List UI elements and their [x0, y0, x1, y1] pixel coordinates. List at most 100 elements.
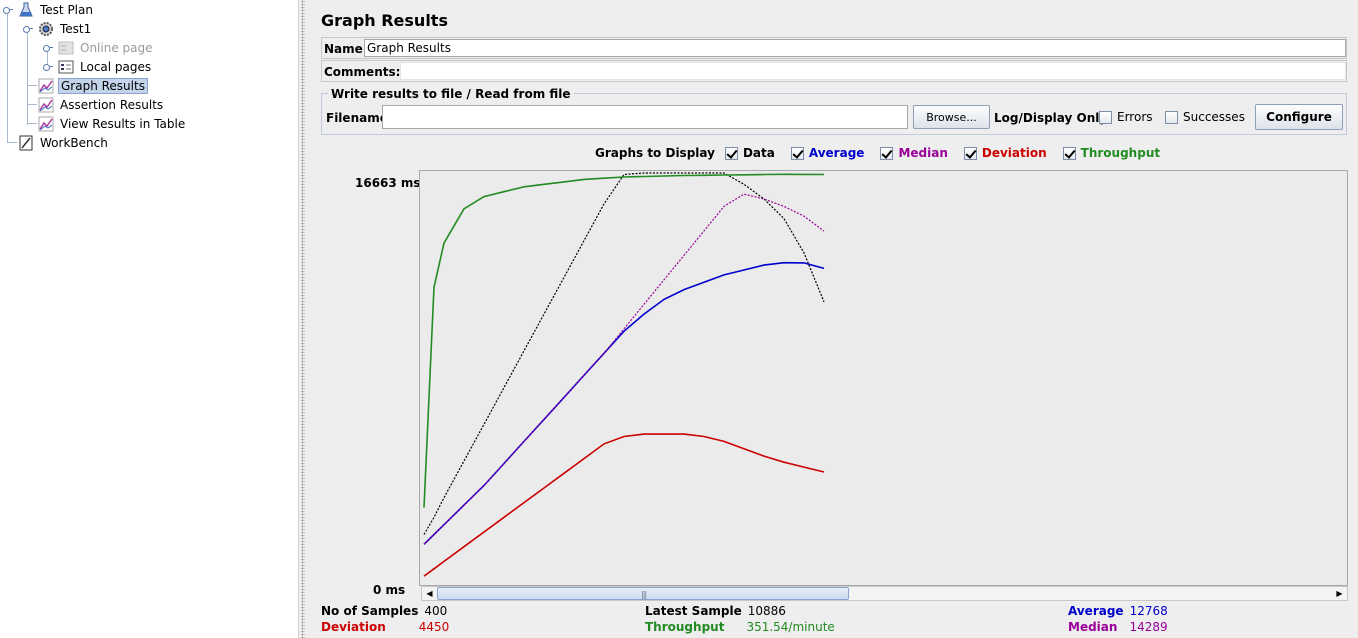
stat-throughput: Throughput 351.54/minute	[645, 620, 835, 634]
throughput-checkbox-box[interactable]	[1062, 146, 1076, 160]
median-label: Median	[898, 146, 948, 160]
graphs-to-display: Graphs to Display Data Average Median De…	[595, 146, 1160, 160]
deviation-checkbox[interactable]: Deviation	[963, 146, 1047, 160]
configure-button[interactable]: Configure	[1255, 104, 1343, 130]
name-label: Name:	[324, 42, 368, 56]
successes-checkbox-box[interactable]	[1165, 110, 1178, 124]
deviation-stat-value: 4450	[418, 620, 450, 634]
scroll-left-arrow-icon[interactable]: ◀	[426, 589, 433, 598]
comments-row: Comments:	[321, 60, 1347, 82]
filename-input[interactable]	[382, 105, 908, 129]
test-plan-tree[interactable]: Test Plan Test1 Online page Local pages …	[0, 0, 298, 638]
throughput-label: Throughput	[1080, 146, 1161, 160]
flask-icon	[18, 2, 34, 18]
series-line-average	[423, 261, 825, 545]
graph-icon	[38, 97, 54, 113]
average-stat-label: Average	[1068, 604, 1124, 618]
write-results-legend: Write results to file / Read from file	[328, 87, 574, 101]
data-label: Data	[742, 146, 775, 160]
average-label: Average	[808, 146, 865, 160]
expand-handle-local-pages[interactable]	[43, 62, 53, 71]
tree-node-assertion-results[interactable]: Assertion Results	[38, 95, 165, 114]
tree-label: Test1	[60, 21, 92, 36]
tree-label: Local pages	[80, 59, 152, 74]
median-checkbox-box[interactable]	[880, 146, 894, 160]
scroll-right-arrow-icon[interactable]: ▶	[1336, 589, 1343, 598]
stat-latest-sample: Latest Sample 10886	[645, 604, 786, 618]
tree-label: Graph Results	[58, 77, 148, 94]
tree-line	[27, 123, 37, 124]
data-checkbox-box[interactable]	[724, 146, 738, 160]
page-title: Graph Results	[321, 11, 448, 30]
median-checkbox[interactable]: Median	[880, 146, 948, 160]
graph-svg	[423, 172, 825, 577]
expand-handle-test1[interactable]	[23, 24, 33, 33]
tree-node-view-results-table[interactable]: View Results in Table	[38, 114, 187, 133]
tree-node-test-plan[interactable]: Test Plan	[18, 0, 95, 19]
comments-input[interactable]	[400, 62, 1346, 80]
stat-median: Median 14289	[1068, 620, 1168, 634]
gear-icon	[38, 21, 54, 37]
browse-button[interactable]: Browse...	[913, 105, 990, 129]
samples-label: No of Samples	[321, 604, 419, 618]
deviation-stat-label: Deviation	[321, 620, 386, 634]
errors-label: Errors	[1117, 110, 1153, 124]
tree-label: Test Plan	[40, 2, 93, 17]
stat-deviation: Deviation 4450	[321, 620, 449, 634]
graph-plot-area	[419, 170, 1348, 586]
throughput-checkbox[interactable]: Throughput	[1062, 146, 1161, 160]
errors-checkbox-box[interactable]	[1099, 110, 1112, 124]
scrollbar-thumb[interactable]: |||	[437, 587, 849, 600]
tree-node-test1[interactable]: Test1	[38, 19, 93, 38]
deviation-checkbox-box[interactable]	[963, 146, 977, 160]
latest-sample-label: Latest Sample	[645, 604, 742, 618]
average-checkbox-box[interactable]	[790, 146, 804, 160]
tree-line	[47, 52, 48, 67]
tree-line	[27, 85, 37, 86]
series-line-throughput	[423, 173, 825, 508]
samples-value: 400	[424, 604, 448, 618]
comments-label: Comments:	[324, 65, 401, 79]
average-checkbox[interactable]: Average	[790, 146, 865, 160]
tree-label: View Results in Table	[60, 116, 186, 131]
tree-node-local-pages[interactable]: Local pages	[58, 57, 153, 76]
successes-label: Successes	[1183, 110, 1245, 124]
expand-handle-online-page[interactable]	[43, 43, 53, 52]
split-pane-divider[interactable]	[298, 0, 308, 638]
tree-node-graph-results[interactable]: Graph Results	[38, 76, 148, 95]
tree-line	[7, 14, 8, 142]
tree-node-workbench[interactable]: WorkBench	[18, 133, 110, 152]
series-line-median	[423, 193, 825, 545]
series-line-data	[423, 172, 825, 535]
data-checkbox[interactable]: Data	[724, 146, 775, 160]
successes-checkbox[interactable]: Successes	[1165, 110, 1245, 124]
workbench-icon	[18, 135, 34, 151]
filename-label: Filename	[326, 111, 388, 125]
median-stat-label: Median	[1068, 620, 1118, 634]
tree-line	[27, 104, 37, 105]
throughput-stat-value: 351.54/minute	[746, 620, 835, 634]
graph-icon	[38, 116, 54, 132]
y-axis-max-label: 16663 ms	[355, 176, 421, 190]
name-input[interactable]	[364, 39, 1346, 57]
graph-icon	[38, 78, 54, 94]
log-display-only-label: Log/Display Only:	[994, 111, 1112, 125]
tree-line	[7, 142, 17, 143]
horizontal-scrollbar[interactable]: ◀ ||| ▶	[421, 586, 1348, 601]
controller-icon	[58, 59, 74, 75]
graph-results-panel: Graph Results Name: Comments: Write resu…	[310, 0, 1358, 638]
tree-label: Online page	[80, 40, 153, 55]
deviation-label: Deviation	[981, 146, 1047, 160]
series-line-deviation	[423, 433, 825, 577]
errors-checkbox[interactable]: Errors	[1099, 110, 1153, 124]
tree-label: WorkBench	[40, 135, 108, 150]
graphs-to-display-label: Graphs to Display	[595, 146, 715, 160]
y-axis-min-label: 0 ms	[373, 583, 406, 597]
tree-node-online-page[interactable]: Online page	[58, 38, 155, 57]
stat-average: Average 12768	[1068, 604, 1168, 618]
tree-label: Assertion Results	[60, 97, 164, 112]
expand-handle-test-plan[interactable]	[3, 5, 13, 14]
average-stat-value: 12768	[1129, 604, 1168, 618]
name-row: Name:	[321, 37, 1347, 59]
scroll-grip-icon: |||	[641, 590, 647, 599]
